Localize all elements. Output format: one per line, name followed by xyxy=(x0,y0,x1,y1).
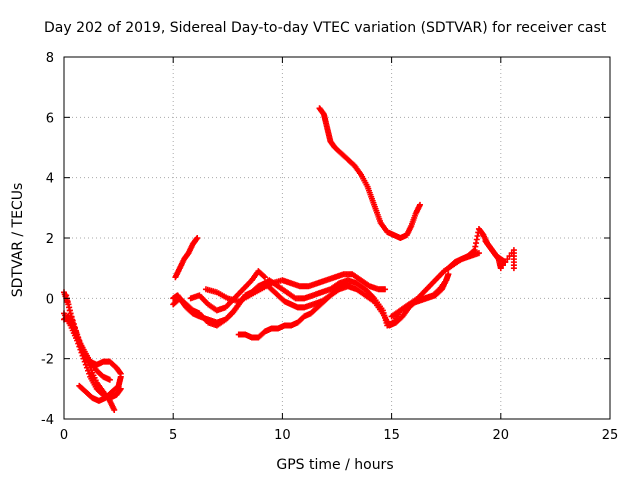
data-point xyxy=(445,271,452,278)
series-track-10 xyxy=(202,271,389,305)
data-point xyxy=(111,406,118,413)
data-point xyxy=(382,286,389,293)
data-point xyxy=(81,358,88,365)
grid xyxy=(64,57,610,419)
series-track-11 xyxy=(235,280,354,341)
data-point xyxy=(83,364,90,371)
x-axis-label: GPS time / hours xyxy=(276,457,394,473)
data-point xyxy=(86,370,93,377)
data-point xyxy=(502,259,509,266)
data-point xyxy=(194,235,201,241)
y-tick-label: 6 xyxy=(46,111,54,126)
x-tick-label: 20 xyxy=(493,428,510,443)
axis-ticks: 0 5 10 15 20 25 -4 -2 0 2 4 6 8 xyxy=(41,51,618,443)
data-point xyxy=(261,274,268,281)
data-point xyxy=(106,376,113,383)
data-point xyxy=(499,262,506,269)
data-point xyxy=(347,283,354,290)
y-tick-label: -2 xyxy=(41,353,54,368)
data-point xyxy=(497,265,504,272)
data-point xyxy=(82,361,89,368)
y-tick-label: -4 xyxy=(41,413,54,428)
data-point xyxy=(504,256,511,263)
data-points xyxy=(61,105,517,413)
data-point xyxy=(260,273,267,280)
data-point xyxy=(510,265,517,272)
data-point xyxy=(416,201,423,208)
data-point xyxy=(78,349,85,356)
series-track-15 xyxy=(482,238,517,272)
y-tick-label: 4 xyxy=(46,172,54,187)
x-tick-label: 5 xyxy=(169,428,177,443)
data-point xyxy=(117,385,124,392)
y-tick-label: 8 xyxy=(46,51,54,66)
series-track-6 xyxy=(172,235,201,281)
data-point xyxy=(117,373,124,380)
y-tick-label: 0 xyxy=(46,292,54,307)
x-tick-label: 10 xyxy=(274,428,291,443)
chart-title: Day 202 of 2019, Sidereal Day-to-day VTE… xyxy=(44,20,607,36)
series-track-13 xyxy=(388,271,452,320)
series-track-12 xyxy=(316,105,423,241)
series-track-8 xyxy=(170,250,482,329)
x-tick-label: 25 xyxy=(602,428,619,443)
data-point xyxy=(85,367,92,374)
data-point xyxy=(67,310,74,317)
data-point xyxy=(475,250,482,257)
data-point xyxy=(470,248,477,255)
x-tick-label: 15 xyxy=(383,428,400,443)
y-tick-label: 2 xyxy=(46,232,54,247)
x-tick-label: 0 xyxy=(60,428,68,443)
data-point xyxy=(80,355,87,362)
series-track-4 xyxy=(76,373,124,404)
